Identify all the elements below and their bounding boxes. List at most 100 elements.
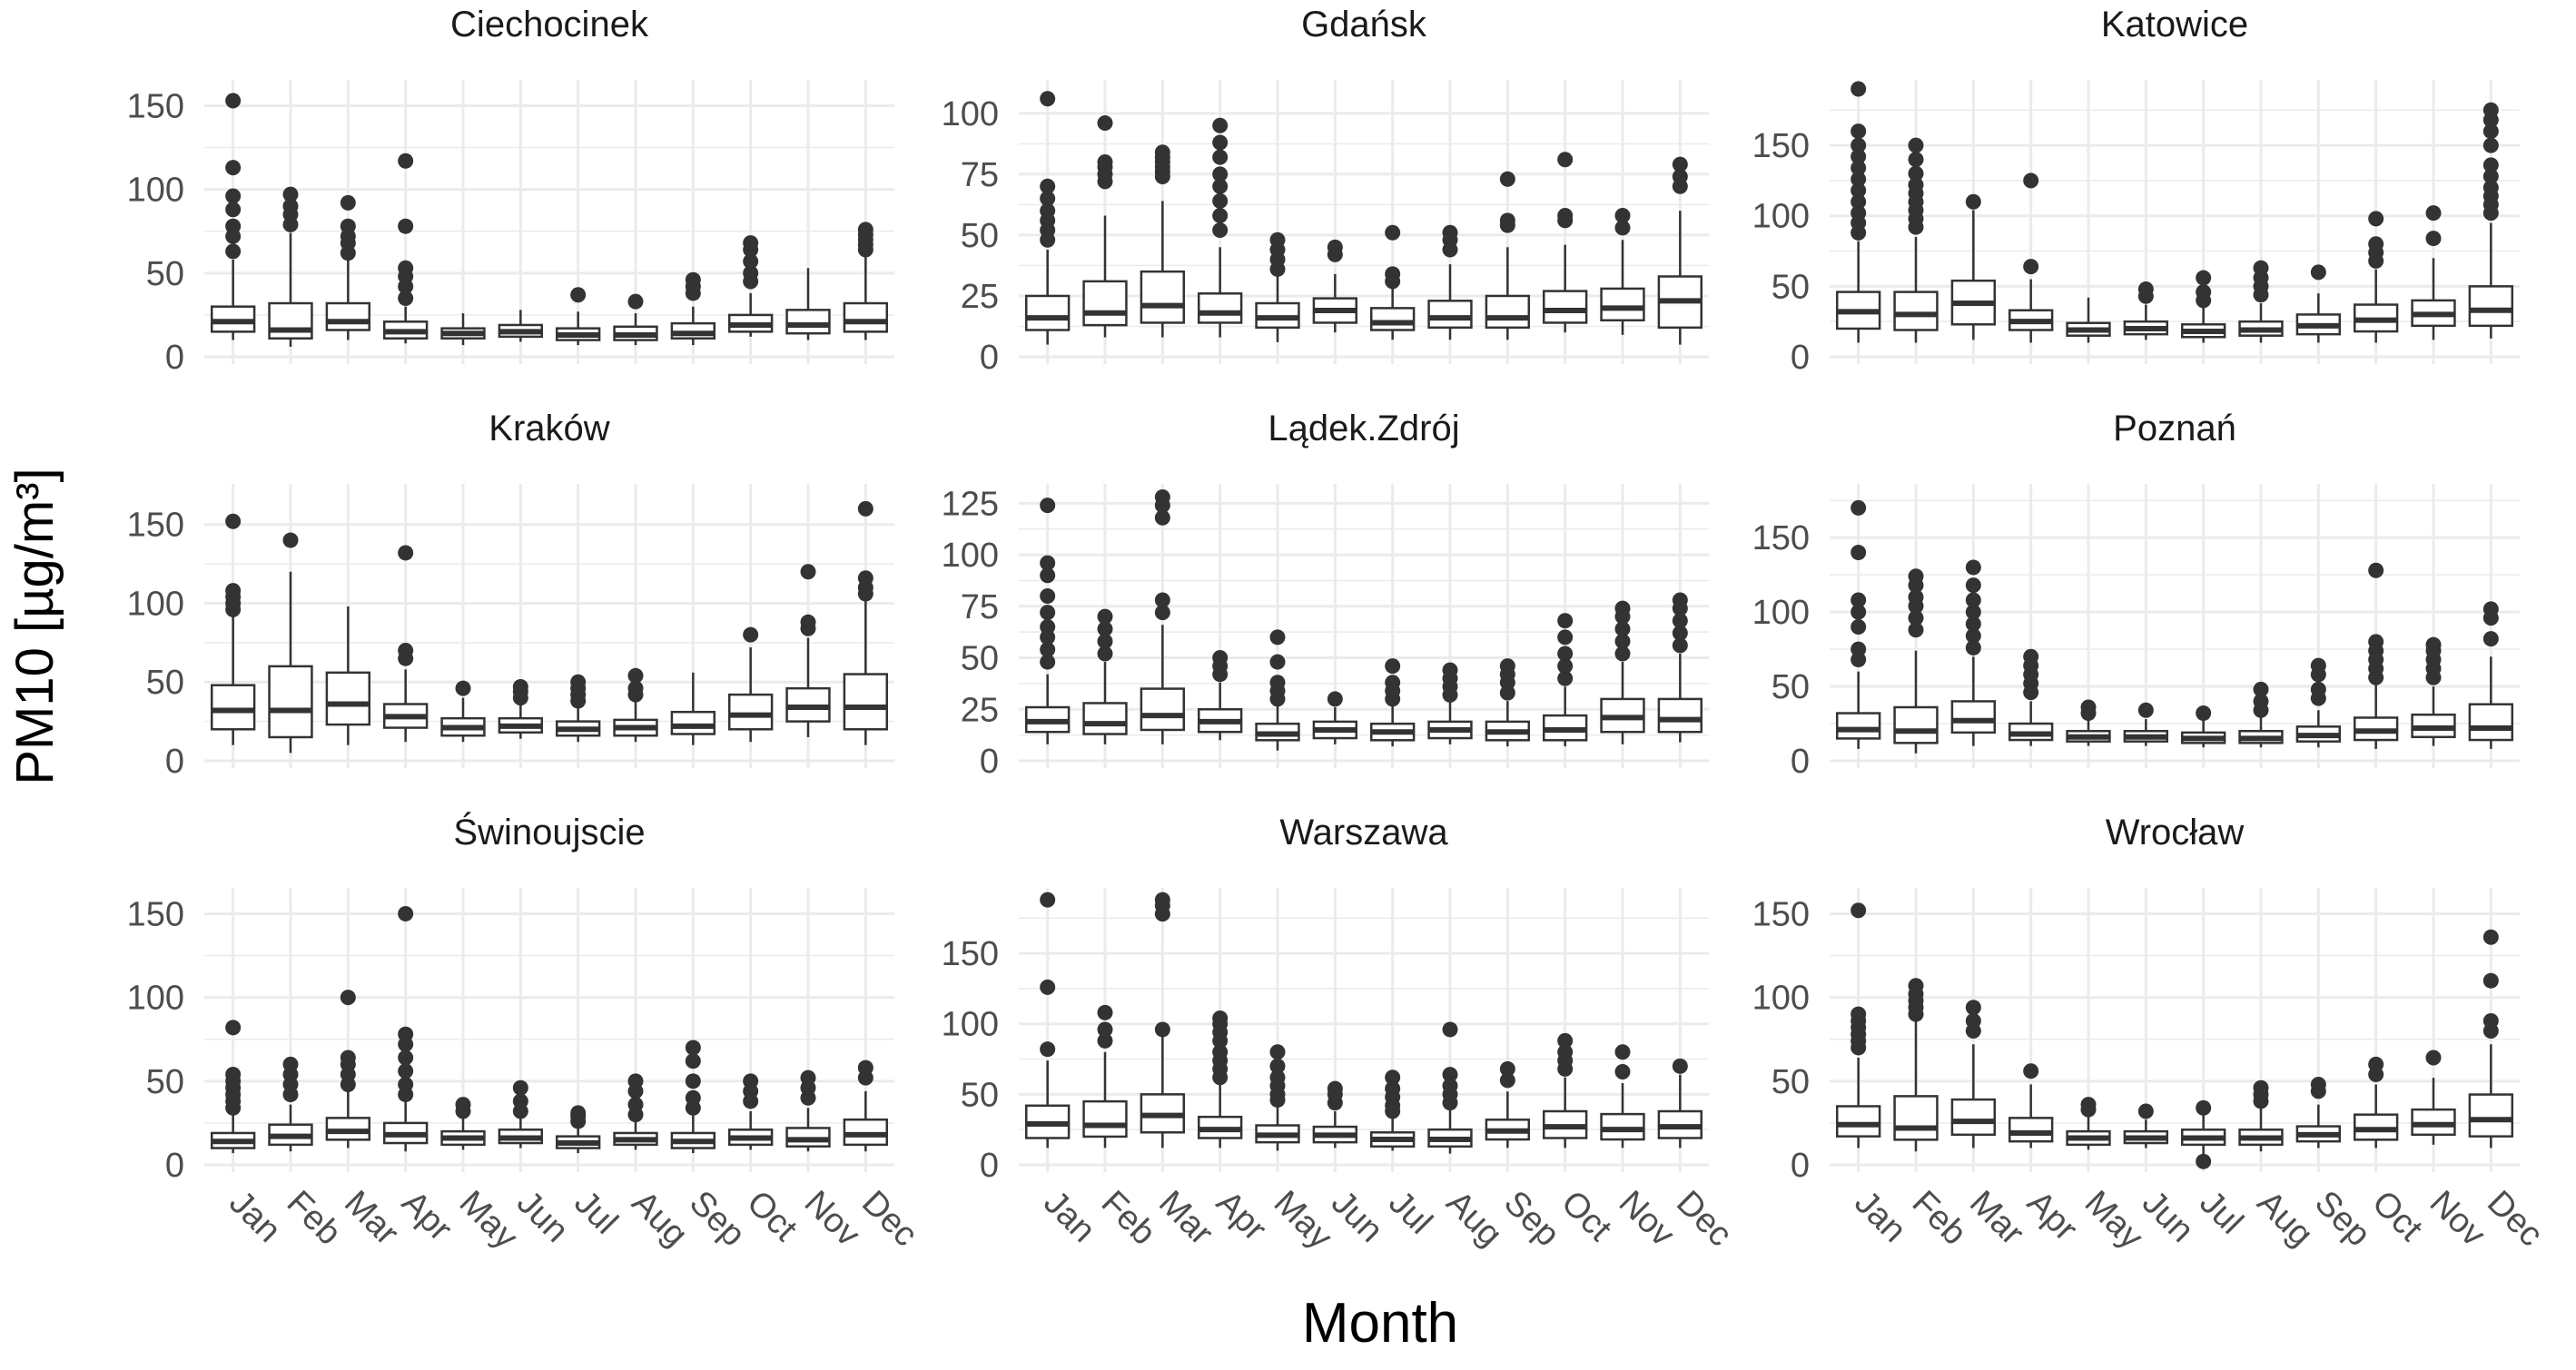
- outlier-point: [1097, 153, 1113, 170]
- outlier-point: [1851, 137, 1867, 153]
- outlier-point: [1212, 207, 1229, 223]
- outlier-point: [1614, 1064, 1631, 1080]
- outlier-point: [340, 1050, 356, 1066]
- x-tick-label: Jul: [567, 1184, 625, 1242]
- outlier-point: [1212, 166, 1229, 182]
- box-iqr: [1893, 1095, 1939, 1141]
- month-box: [268, 532, 313, 754]
- x-tick-label: Nov: [1612, 1184, 1682, 1254]
- outlier-point: [1385, 675, 1401, 691]
- outlier-point: [1614, 646, 1631, 662]
- month-box: [382, 545, 429, 743]
- month-box: [1255, 232, 1300, 342]
- outlier-point: [1040, 619, 1056, 635]
- outlier-point: [1614, 1044, 1631, 1060]
- month-box: [1427, 1021, 1473, 1154]
- outlier-point: [800, 564, 816, 580]
- month-box: [1082, 608, 1128, 744]
- outlier-point: [1269, 654, 1286, 670]
- month-box: [1369, 658, 1416, 747]
- x-tick-label: Dec: [1669, 1184, 1739, 1254]
- month-box: [785, 564, 831, 737]
- outlier-point: [2482, 137, 2499, 153]
- month-box: [727, 1073, 774, 1150]
- x-tick-label: Aug: [2250, 1184, 2321, 1255]
- box-iqr: [1197, 292, 1243, 324]
- x-tick-label: Oct: [739, 1184, 804, 1249]
- outlier-point: [1499, 1072, 1515, 1089]
- outlier-point: [2310, 264, 2326, 281]
- month-box: [1835, 499, 1881, 749]
- facet-title: Gdańsk: [1301, 5, 1427, 44]
- outlier-point: [1154, 592, 1170, 608]
- month-box: [670, 271, 716, 346]
- outlier-point: [1385, 224, 1401, 241]
- y-tick-label: 75: [961, 156, 999, 194]
- outlier-point: [1154, 1021, 1170, 1038]
- y-tick-label: 150: [1752, 895, 1810, 933]
- x-tick-label: Aug: [625, 1184, 696, 1255]
- box-iqr: [843, 301, 889, 333]
- outlier-point: [1269, 1044, 1286, 1060]
- y-tick-label: 0: [1791, 339, 1810, 377]
- month-box: [1255, 629, 1300, 751]
- outlier-point: [2253, 693, 2269, 709]
- month-box: [440, 313, 486, 346]
- outlier-point: [2482, 631, 2499, 647]
- facet-title: Warszawa: [1279, 813, 1448, 853]
- outlier-point: [398, 153, 414, 169]
- outlier-point: [1154, 605, 1170, 621]
- month-box: [843, 222, 889, 340]
- facet-title: Kraków: [489, 409, 609, 448]
- outlier-point: [2196, 270, 2212, 286]
- y-tick-label: 50: [1772, 1063, 1810, 1101]
- outlier-point: [2482, 929, 2499, 945]
- facet-title: Świnoujscie: [453, 811, 645, 853]
- outlier-point: [1851, 1006, 1867, 1022]
- outlier-point: [1385, 1069, 1401, 1086]
- outlier-point: [1557, 207, 1574, 223]
- outlier-point: [1672, 637, 1688, 654]
- y-tick-label: 0: [1791, 1147, 1810, 1185]
- outlier-point: [1040, 178, 1056, 194]
- y-tick-label: 150: [127, 87, 184, 125]
- outlier-point: [225, 513, 242, 529]
- outlier-point: [1965, 193, 1981, 210]
- outlier-point: [685, 1053, 701, 1069]
- x-tick-label: Apr: [2019, 1184, 2085, 1249]
- month-box: [382, 153, 429, 344]
- outlier-point: [1614, 621, 1631, 637]
- outlier-point: [857, 1060, 873, 1076]
- y-tick-label: 100: [942, 95, 999, 133]
- outlier-point: [1327, 691, 1343, 707]
- box-iqr: [1950, 1098, 1997, 1137]
- month-box: [1312, 239, 1358, 333]
- box-iqr: [1835, 1105, 1881, 1138]
- outlier-point: [1851, 592, 1867, 608]
- outlier-point: [225, 1020, 242, 1036]
- month-box: [1893, 137, 1939, 343]
- x-tick-label: Oct: [1554, 1184, 1619, 1249]
- facet-title: Katowice: [2101, 5, 2248, 44]
- outlier-point: [743, 626, 759, 643]
- box-iqr: [325, 301, 371, 331]
- outlier-point: [398, 1050, 414, 1066]
- y-tick-label: 0: [165, 1147, 184, 1185]
- outlier-point: [1908, 165, 1924, 182]
- outlier-point: [1908, 177, 1924, 193]
- month-box: [2468, 601, 2514, 749]
- outlier-point: [1154, 892, 1170, 908]
- month-box: [2180, 1099, 2226, 1169]
- month-box: [210, 93, 256, 340]
- facet-title: Ciechocinek: [450, 5, 649, 44]
- month-box: [2411, 636, 2456, 746]
- outlier-point: [1965, 627, 1981, 644]
- outlier-point: [1965, 577, 1981, 594]
- y-tick-label: 150: [942, 935, 999, 973]
- outlier-point: [800, 614, 816, 630]
- outlier-point: [225, 202, 242, 218]
- x-tick-label: Mar: [337, 1184, 406, 1253]
- outlier-point: [1614, 207, 1631, 223]
- outlier-point: [2196, 1099, 2212, 1116]
